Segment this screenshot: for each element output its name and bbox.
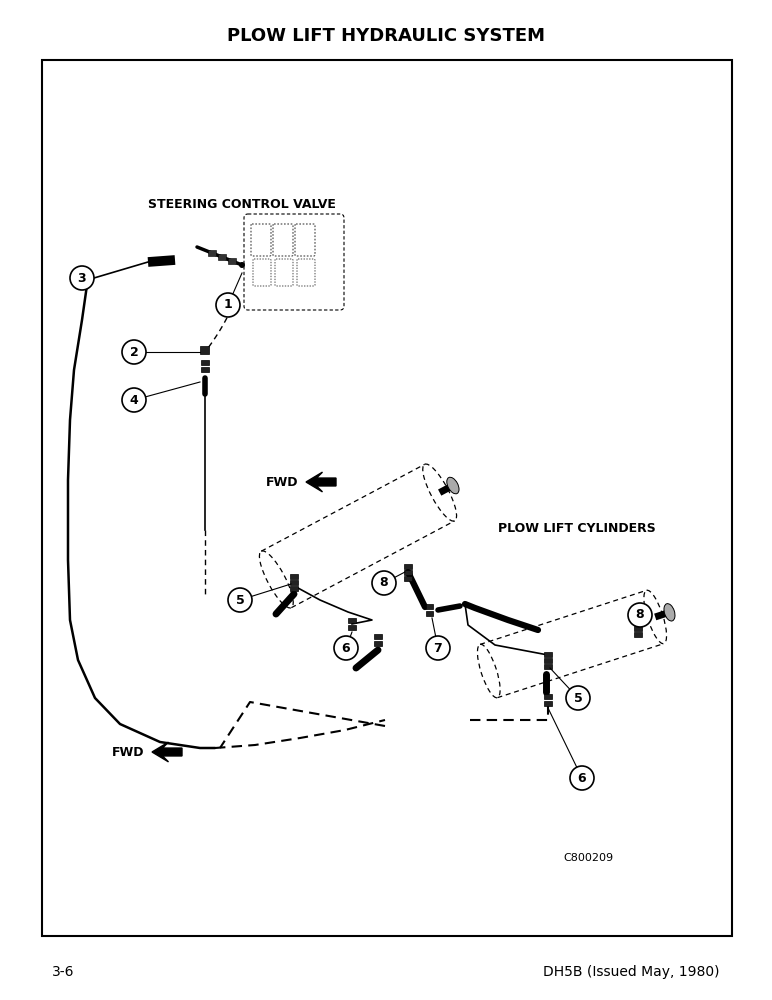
Text: 1: 1 — [224, 298, 232, 312]
Bar — [348, 625, 356, 630]
Bar — [544, 694, 552, 699]
Bar — [404, 564, 412, 568]
Circle shape — [122, 388, 146, 412]
Text: 6: 6 — [342, 642, 350, 654]
Bar — [290, 580, 298, 584]
Text: 3-6: 3-6 — [52, 965, 75, 979]
Bar — [544, 701, 552, 706]
Text: 3: 3 — [78, 271, 86, 284]
Text: 8: 8 — [380, 576, 388, 589]
Bar — [201, 367, 209, 372]
Bar — [201, 360, 209, 365]
Bar — [348, 618, 356, 623]
Bar — [634, 619, 642, 624]
Polygon shape — [152, 742, 182, 762]
Circle shape — [70, 266, 94, 290]
Text: STEERING CONTROL VALVE: STEERING CONTROL VALVE — [148, 198, 336, 212]
Text: 2: 2 — [130, 346, 138, 359]
Bar — [404, 570, 412, 574]
Bar — [634, 632, 642, 637]
Circle shape — [628, 603, 652, 627]
Bar — [208, 250, 216, 256]
Ellipse shape — [447, 477, 459, 494]
Text: FWD: FWD — [111, 746, 144, 758]
Bar — [426, 604, 434, 609]
Text: 5: 5 — [574, 692, 582, 704]
Bar — [290, 574, 298, 578]
Circle shape — [372, 571, 396, 595]
Bar — [42, 60, 732, 936]
Polygon shape — [306, 472, 336, 492]
Text: PLOW LIFT HYDRAULIC SYSTEM: PLOW LIFT HYDRAULIC SYSTEM — [227, 27, 545, 45]
Bar — [634, 626, 642, 631]
Circle shape — [122, 340, 146, 364]
Circle shape — [228, 588, 252, 612]
Bar — [218, 254, 226, 260]
Text: 4: 4 — [130, 393, 138, 406]
Bar — [544, 658, 552, 662]
Circle shape — [216, 293, 240, 317]
Bar — [228, 258, 236, 264]
Circle shape — [239, 262, 245, 268]
Bar — [426, 611, 434, 616]
Bar — [374, 634, 382, 639]
Text: 7: 7 — [434, 642, 442, 654]
Text: 8: 8 — [635, 608, 645, 621]
Circle shape — [334, 636, 358, 660]
Bar — [544, 652, 552, 656]
Text: 5: 5 — [235, 593, 245, 606]
Text: C800209: C800209 — [563, 853, 613, 863]
Bar — [544, 664, 552, 668]
Text: 6: 6 — [577, 772, 586, 784]
Circle shape — [570, 766, 594, 790]
Bar — [374, 641, 382, 646]
Text: DH5B (Issued May, 1980): DH5B (Issued May, 1980) — [543, 965, 720, 979]
Circle shape — [426, 636, 450, 660]
Circle shape — [566, 686, 590, 710]
Bar — [290, 585, 298, 590]
Bar — [201, 346, 209, 354]
Bar — [404, 576, 412, 580]
Ellipse shape — [664, 604, 675, 621]
Text: FWD: FWD — [266, 476, 298, 488]
Text: PLOW LIFT CYLINDERS: PLOW LIFT CYLINDERS — [498, 522, 655, 534]
